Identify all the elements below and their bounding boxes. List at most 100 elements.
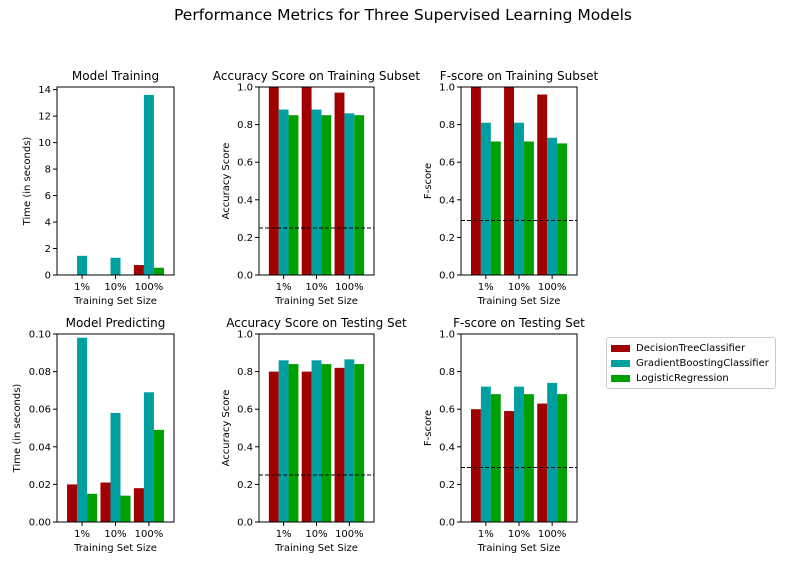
bar-gradientboostingclassifier-1 <box>77 255 88 275</box>
bar-gradientboostingclassifier-1 <box>480 122 491 275</box>
y-tick-label: 0.6 <box>237 158 253 169</box>
x-tick-label-10: 10% <box>508 529 530 540</box>
y-axis-label: F-score <box>423 163 434 199</box>
y-tick-label: 4 <box>45 218 51 229</box>
legend-swatch-decision-tree <box>611 344 630 352</box>
x-axis-label: Training Set Size <box>477 543 561 554</box>
y-tick-label: 1.0 <box>237 83 253 94</box>
y-tick-label: 0.04 <box>29 442 51 453</box>
legend-swatch-gradient-boosting <box>611 359 630 367</box>
figure-title: Performance Metrics for Three Supervised… <box>174 6 632 24</box>
y-tick-label: 0.2 <box>237 480 253 491</box>
bar-gradientboostingclassifier-10 <box>311 360 322 522</box>
y-tick-label: 0.08 <box>29 367 51 378</box>
subplot-model-training: 0 2 4 6 8 10 12 14 1% 10% 100% Model Training Traini… <box>22 69 175 307</box>
bar-gradientboostingclassifier-100 <box>344 113 355 275</box>
y-tick-label: 10 <box>38 138 51 149</box>
y-tick-label: 0.8 <box>439 120 455 131</box>
y-tick-label: 2 <box>45 244 51 255</box>
x-tick-label-100: 100% <box>538 282 567 293</box>
subplot-accuracy-score-on-training-subset: 0.0 0.2 0.4 0.6 0.8 1.0 1% 10% 100% Accuracy Scor… <box>213 69 420 307</box>
bar-logisticregression-100 <box>354 115 365 275</box>
bar-gradientboostingclassifier-1 <box>278 360 289 522</box>
y-tick-label: 0.6 <box>439 158 455 169</box>
y-tick-label: 6 <box>45 191 51 202</box>
subplot-title: Model Predicting <box>66 316 166 330</box>
subplot-title: Accuracy Score on Training Subset <box>213 69 420 83</box>
x-tick-label-100: 100% <box>538 529 567 540</box>
axes-frame <box>56 86 175 276</box>
bar-logisticregression-1 <box>490 394 501 522</box>
bar-logisticregression-1 <box>490 141 501 275</box>
y-tick-label: 0.4 <box>237 442 253 453</box>
x-tick-label-1: 1% <box>276 529 292 540</box>
bar-logisticregression-10 <box>523 394 534 522</box>
y-tick-label: 0.4 <box>439 442 455 453</box>
y-tick-label: 0.02 <box>29 480 51 491</box>
x-tick-label-10: 10% <box>305 529 327 540</box>
y-tick-label: 0.4 <box>439 195 455 206</box>
bar-decisiontreeclassifier-10 <box>100 482 111 522</box>
subplot-title: Model Training <box>72 69 159 83</box>
subplot-title: Accuracy Score on Testing Set <box>226 316 407 330</box>
bar-decisiontreeclassifier-10 <box>301 87 312 275</box>
y-tick-label: 14 <box>38 85 51 96</box>
x-tick-label-1: 1% <box>478 282 494 293</box>
bar-gradientboostingclassifier-10 <box>514 386 524 522</box>
y-tick-label: 1.0 <box>439 83 455 94</box>
x-tick-label-100: 100% <box>135 529 164 540</box>
bar-logisticregression-100 <box>557 394 568 522</box>
y-tick-label: 0.10 <box>29 330 51 341</box>
y-tick-label: 0.0 <box>237 271 253 282</box>
bar-decisiontreeclassifier-100 <box>133 265 144 275</box>
bar-decisiontreeclassifier-100 <box>537 94 548 276</box>
legend-label-decision-tree: DecisionTreeClassifier <box>636 342 746 354</box>
bar-decisiontreeclassifier-1 <box>470 87 481 275</box>
x-tick-label-10: 10% <box>508 282 530 293</box>
bar-logisticregression-100 <box>153 267 164 275</box>
bar-logisticregression-100 <box>557 143 568 275</box>
legend-item-gradient-boosting: GradientBoostingClassifier <box>611 356 769 370</box>
subplot-grid: 0 2 4 6 8 10 12 14 1% 10% 100% Model Training Traini… <box>12 69 598 554</box>
x-tick-label-1: 1% <box>478 529 494 540</box>
y-tick-label: 8 <box>45 165 51 176</box>
bar-gradientboostingclassifier-100 <box>547 137 558 275</box>
y-tick-label: 0.8 <box>439 367 455 378</box>
bar-decisiontreeclassifier-100 <box>133 488 144 522</box>
legend-label-gradient-boosting: GradientBoostingClassifier <box>636 357 769 369</box>
legend-item-logistic-regression: LogisticRegression <box>611 371 729 385</box>
y-axis-label: Accuracy Score <box>221 143 232 220</box>
bar-gradientboostingclassifier-100 <box>143 392 154 522</box>
x-axis-label: Training Set Size <box>73 296 157 307</box>
legend: DecisionTreeClassifier GradientBoostingC… <box>606 337 776 389</box>
bar-logisticregression-10 <box>523 141 534 275</box>
y-tick-label: 0.0 <box>439 518 455 529</box>
legend-item-decision-tree: DecisionTreeClassifier <box>611 341 745 355</box>
y-tick-label: 0.2 <box>439 233 455 244</box>
subplot-accuracy-score-on-testing-set: 0.0 0.2 0.4 0.6 0.8 1.0 1% 10% 100% Accuracy Scor… <box>221 316 407 554</box>
bar-decisiontreeclassifier-10 <box>504 87 515 275</box>
legend-swatch-logistic-regression <box>611 374 630 382</box>
bar-gradientboostingclassifier-10 <box>514 122 524 275</box>
bar-logisticregression-1 <box>288 115 299 275</box>
x-axis-label: Training Set Size <box>274 296 358 307</box>
x-tick-label-1: 1% <box>74 529 90 540</box>
bar-decisiontreeclassifier-1 <box>268 371 279 522</box>
bar-gradientboostingclassifier-100 <box>143 94 154 275</box>
bar-decisiontreeclassifier-10 <box>504 411 515 522</box>
y-tick-label: 0.6 <box>237 405 253 416</box>
y-axis-label: Time (in seconds) <box>22 137 33 227</box>
bar-gradientboostingclassifier-1 <box>77 337 88 522</box>
bar-gradientboostingclassifier-10 <box>110 257 121 275</box>
x-tick-label-10: 10% <box>305 282 327 293</box>
y-tick-label: 0.0 <box>439 271 455 282</box>
bar-logisticregression-10 <box>321 364 332 522</box>
y-tick-label: 0.2 <box>439 480 455 491</box>
x-tick-label-1: 1% <box>74 282 90 293</box>
bar-logisticregression-10 <box>321 115 332 275</box>
bar-gradientboostingclassifier-1 <box>480 386 491 522</box>
x-tick-label-10: 10% <box>104 529 126 540</box>
bar-gradientboostingclassifier-1 <box>278 109 289 275</box>
x-axis-label: Training Set Size <box>477 296 561 307</box>
